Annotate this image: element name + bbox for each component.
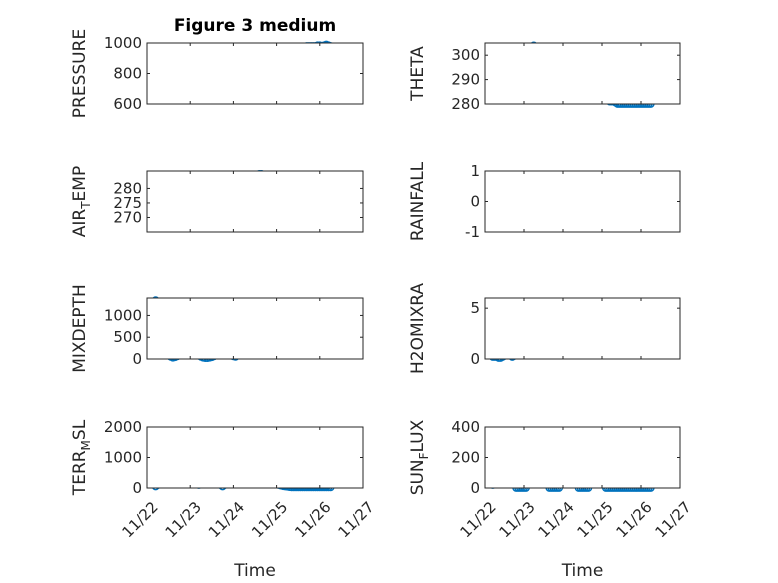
y-tick-label: 0	[132, 350, 142, 368]
y-tick-label: 2000	[104, 418, 142, 436]
y-tick-label: -1	[465, 223, 480, 241]
x-tick-label: 11/23	[162, 498, 205, 541]
axes-box	[146, 426, 364, 489]
y-tick-label: 280	[451, 95, 480, 113]
y-tick-label: 600	[113, 95, 142, 113]
panel-h2omixra: 0 5 H2OMIXRA	[408, 283, 681, 374]
panel-pressure: 600 800 1000 PRESSURE Figure 3 medium	[70, 16, 364, 118]
axes-box	[146, 170, 364, 233]
y-tick-label: 1000	[104, 34, 142, 52]
y-tick-label: 200	[451, 449, 480, 467]
x-axis-label: Time	[233, 561, 276, 581]
x-tick-label: 11/23	[495, 498, 538, 541]
panel-rainfall: -1 0 1 RAINFALL	[408, 161, 681, 241]
y-tick-label: 5	[470, 299, 480, 317]
panel-mixdepth: 0 500 1000 MIXDEPTH	[70, 284, 364, 373]
y-axis-label: THETA	[408, 46, 428, 102]
y-tick-label: 0	[132, 479, 142, 497]
x-tick-label: 11/25	[573, 498, 616, 541]
axes-box	[484, 426, 681, 489]
axes-box	[484, 170, 681, 233]
x-tick-label: 11/26	[291, 498, 334, 541]
y-tick-label: 1000	[104, 449, 142, 467]
y-tick-label: 290	[451, 71, 480, 89]
y-tick-label: 0	[470, 479, 480, 497]
y-tick-label: 800	[113, 65, 142, 83]
y-axis-label: PRESSURE	[70, 29, 90, 118]
y-axis-label: SUNFLUX	[408, 419, 431, 495]
panel-terr_msl: 0 1000 2000 11/22 11/23 11/24 11/25 11/26 11/27 T…	[70, 418, 378, 581]
y-tick-label: 1	[470, 162, 480, 180]
axes-box	[146, 42, 364, 105]
axes-box	[484, 297, 681, 360]
x-tick-label: 11/22	[456, 498, 499, 541]
y-axis-label: RAINFALL	[408, 161, 428, 241]
x-tick-label: 11/27	[334, 498, 377, 541]
y-tick-label: 400	[451, 418, 480, 436]
y-tick-label: 300	[451, 46, 480, 64]
y-axis-label: MIXDEPTH	[70, 284, 90, 373]
x-tick-label: 11/22	[118, 498, 161, 541]
y-tick-label: 500	[113, 328, 142, 346]
y-axis-label: AIRTEMP	[70, 166, 93, 237]
x-tick-label: 11/25	[248, 498, 291, 541]
y-axis-label: H2OMIXRA	[408, 283, 428, 374]
x-tick-label: 11/24	[205, 498, 248, 541]
x-tick-label: 11/26	[612, 498, 655, 541]
y-tick-label: 270	[113, 208, 142, 226]
x-tick-label: 11/27	[651, 498, 694, 541]
axes-box	[146, 297, 364, 360]
y-tick-label: 0	[470, 350, 480, 368]
chart-title: Figure 3 medium	[174, 16, 336, 36]
y-tick-label: 275	[113, 194, 142, 212]
y-tick-label: 1000	[104, 306, 142, 324]
panel-theta: 280 290 300 THETA	[408, 41, 681, 113]
x-tick-label: 11/24	[534, 498, 577, 541]
axes-box	[484, 42, 681, 105]
y-axis-label: TERRMSL	[70, 419, 93, 496]
x-axis-label: Time	[561, 561, 604, 581]
y-tick-label: 280	[113, 179, 142, 197]
y-tick-label: 0	[470, 193, 480, 211]
